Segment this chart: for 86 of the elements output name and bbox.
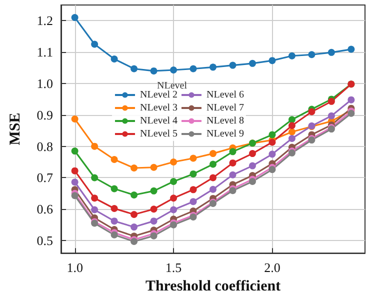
legend-label: NLevel 3 bbox=[140, 102, 178, 114]
point bbox=[328, 48, 335, 56]
point bbox=[268, 166, 276, 174]
point bbox=[150, 218, 158, 225]
point bbox=[288, 116, 296, 124]
point bbox=[110, 185, 118, 192]
point bbox=[288, 52, 296, 60]
point bbox=[71, 178, 78, 186]
point bbox=[150, 187, 158, 194]
point bbox=[229, 62, 236, 69]
point bbox=[348, 96, 355, 104]
point bbox=[150, 67, 158, 74]
y-axis-title: MSE bbox=[8, 112, 24, 146]
point bbox=[190, 198, 197, 206]
y-tick-label: 0.9 bbox=[36, 107, 53, 122]
point bbox=[130, 192, 138, 198]
y-tick-label: 0.6 bbox=[36, 202, 54, 217]
point bbox=[288, 128, 296, 136]
point bbox=[91, 194, 98, 202]
point bbox=[71, 14, 78, 22]
point bbox=[268, 57, 276, 64]
point bbox=[130, 210, 138, 218]
legend-label: NLevel 9 bbox=[206, 128, 244, 140]
point bbox=[170, 206, 178, 214]
x-tick-label: 1.0 bbox=[66, 260, 83, 276]
y-tick-label: 1.0 bbox=[36, 76, 53, 92]
y-tick-label: 0.8 bbox=[36, 138, 53, 154]
point bbox=[110, 56, 118, 63]
point bbox=[130, 65, 138, 72]
point bbox=[91, 40, 98, 48]
point bbox=[110, 156, 118, 164]
x-tick-label: 2.0 bbox=[264, 260, 280, 276]
point bbox=[248, 178, 256, 185]
point bbox=[348, 46, 355, 53]
point bbox=[248, 60, 256, 67]
point bbox=[210, 150, 216, 158]
y-tick-label: 0.5 bbox=[36, 233, 53, 248]
point bbox=[190, 170, 197, 178]
point bbox=[229, 148, 236, 156]
legend-label: NLevel 5 bbox=[140, 128, 178, 140]
x-axis-title: Threshold coefficient bbox=[145, 278, 281, 294]
point bbox=[248, 150, 256, 158]
point bbox=[210, 186, 216, 193]
point bbox=[71, 116, 78, 122]
point bbox=[110, 218, 118, 225]
point bbox=[190, 186, 197, 194]
point bbox=[210, 160, 216, 168]
point bbox=[288, 122, 296, 130]
point bbox=[210, 64, 216, 71]
point bbox=[268, 131, 276, 138]
point bbox=[130, 164, 138, 172]
legend-label: NLevel 8 bbox=[206, 116, 244, 126]
legend-title: NLevel bbox=[157, 80, 188, 92]
y-tick-label: 0.7 bbox=[36, 170, 54, 186]
point bbox=[170, 158, 178, 166]
point bbox=[150, 206, 158, 213]
point bbox=[91, 206, 98, 214]
point bbox=[71, 167, 78, 174]
point bbox=[71, 148, 78, 155]
point bbox=[229, 159, 236, 166]
point bbox=[170, 178, 178, 185]
point bbox=[170, 194, 178, 202]
point bbox=[288, 134, 296, 142]
point bbox=[190, 154, 197, 162]
point bbox=[91, 142, 98, 150]
point bbox=[308, 51, 316, 58]
point bbox=[190, 65, 197, 72]
legend-label: NLevel 7 bbox=[206, 102, 244, 114]
point bbox=[210, 174, 216, 182]
point bbox=[328, 112, 335, 120]
point bbox=[150, 164, 158, 171]
point bbox=[130, 224, 138, 231]
x-tick-label: 1.5 bbox=[165, 260, 182, 276]
legend-label: NLevel 2 bbox=[140, 90, 178, 100]
point bbox=[248, 162, 256, 170]
legend-label: NLevel 6 bbox=[206, 90, 244, 100]
point bbox=[91, 174, 98, 182]
y-tick-label: 1.2 bbox=[36, 13, 53, 28]
point bbox=[170, 66, 178, 74]
point bbox=[268, 150, 276, 158]
point bbox=[110, 205, 118, 212]
point bbox=[71, 192, 78, 200]
legend-label: NLevel 4 bbox=[140, 116, 178, 126]
y-tick-label: 1.1 bbox=[36, 44, 53, 60]
point bbox=[229, 171, 236, 178]
point bbox=[308, 108, 316, 116]
